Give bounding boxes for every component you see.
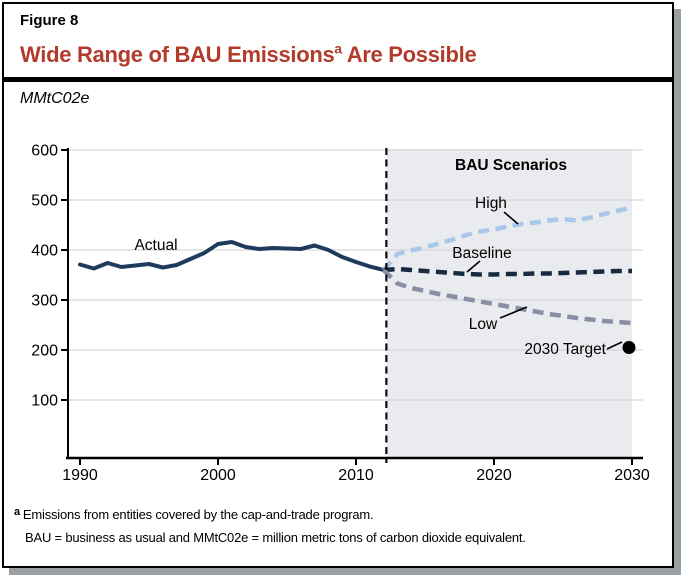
figure-title: Wide Range of BAU Emissionsa Are Possibl… xyxy=(20,41,477,68)
footnote-a: a Emissions from entities covered by the … xyxy=(14,506,374,522)
y-tick-label-200: 200 xyxy=(31,343,58,360)
baseline-leader-line xyxy=(466,260,481,273)
figure-title-main: Wide Range of BAU Emissions xyxy=(20,42,335,67)
x-tick-label-1990: 1990 xyxy=(62,467,98,484)
y-axis-unit-label: MMtC02e xyxy=(20,90,90,107)
x-tick-label-2030: 2030 xyxy=(614,467,650,484)
chart-layers: 600 500 400 300 200 100 1990 2000 2010 2020 2030 xyxy=(31,143,650,485)
y-tick-label-500: 500 xyxy=(31,193,58,210)
y-tick-label-400: 400 xyxy=(31,243,58,260)
bau-scenario-shaded-region xyxy=(386,149,632,458)
footnote-definitions: BAU = business as usual and MMtC02e = mi… xyxy=(25,530,526,545)
target-leader-line xyxy=(606,341,623,350)
figure-title-superscript: a xyxy=(334,41,342,57)
actual-series-line xyxy=(78,240,386,272)
high-series-line xyxy=(381,205,633,272)
y-tick-label-300: 300 xyxy=(31,293,58,310)
low-series-line xyxy=(382,268,633,326)
y-tick-label-100: 100 xyxy=(31,393,58,410)
target-point-label: 2030 Target xyxy=(524,341,606,358)
x-tick-label-2020: 2020 xyxy=(476,467,512,484)
target-2030-dot xyxy=(622,341,636,354)
footnote-a-superscript: a xyxy=(14,506,20,518)
baseline-series-label: Baseline xyxy=(452,245,512,262)
high-series-label: High xyxy=(475,195,507,212)
y-tick-label-600: 600 xyxy=(31,143,58,160)
x-tick-label-2010: 2010 xyxy=(338,467,374,484)
footnote-a-text: Emissions from entities covered by the c… xyxy=(22,507,374,522)
title-divider-bar xyxy=(4,77,672,82)
figure-number: Figure 8 xyxy=(20,12,79,29)
bau-scenarios-region-label: BAU Scenarios xyxy=(455,157,567,174)
actual-series-label: Actual xyxy=(134,237,178,254)
low-leader-line xyxy=(499,306,528,319)
high-leader-line xyxy=(503,211,519,225)
x-tick-label-2000: 2000 xyxy=(200,467,236,484)
low-series-label: Low xyxy=(468,316,498,333)
figure-title-suffix: Are Possible xyxy=(341,42,477,67)
baseline-series-line xyxy=(383,266,632,277)
